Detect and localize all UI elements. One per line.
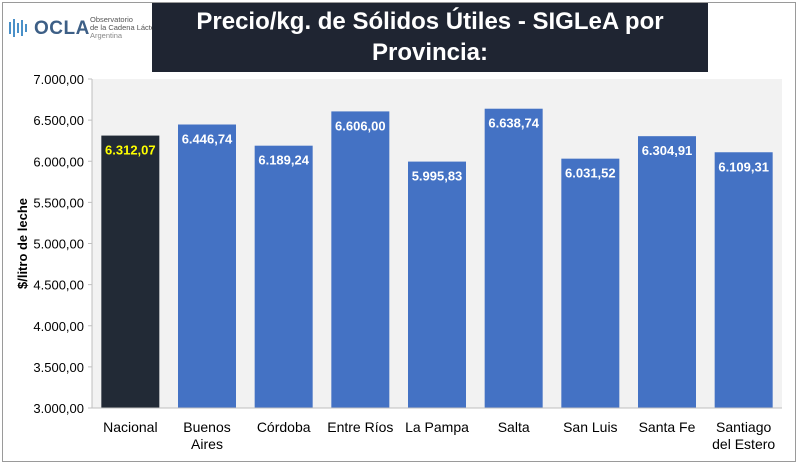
logo-subtitle-line1: Observatorio — [90, 15, 133, 24]
ocla-logo: OCLA Observatorio de la Cadena Láctea Ar… — [8, 12, 159, 52]
y-axis: 3.000,00 3.500,00 4.000,00 4.500,00 5.000,00… — [33, 72, 93, 416]
bar-value-label: 6.312,07 — [105, 143, 156, 158]
y-tick-label: 4.500,00 — [33, 278, 84, 293]
logo-subtitle: Observatorio de la Cadena Láctea Argenti… — [90, 16, 159, 40]
bar-value-label: 6.304,91 — [642, 143, 693, 158]
y-tick-label: 7.000,00 — [33, 72, 84, 87]
x-tick-label: Aires — [191, 436, 223, 452]
chart-frame — [2, 2, 796, 462]
bar-value-label: 6.109,31 — [718, 159, 769, 174]
bar — [254, 145, 313, 409]
x-tick-label: Santiago — [716, 419, 771, 435]
x-tick-label: Córdoba — [257, 419, 311, 435]
bar-value-label: 6.638,74 — [488, 116, 539, 131]
y-tick-label: 6.500,00 — [33, 113, 84, 128]
bar — [714, 152, 773, 408]
bar — [178, 124, 236, 408]
y-tick-label: 3.500,00 — [33, 360, 84, 375]
bar — [561, 158, 620, 408]
chart-title-line1: Precio/kg. de Sólidos Útiles - SIGLeA po… — [196, 8, 664, 66]
x-tick-label: Entre Ríos — [327, 419, 393, 435]
bar — [408, 161, 466, 408]
x-tick-label: Buenos — [183, 419, 230, 435]
bar — [484, 108, 543, 409]
bar-value-label: 6.031,52 — [565, 166, 616, 181]
x-tick-label: Salta — [498, 419, 530, 435]
bar-value-label: 6.189,24 — [258, 153, 309, 168]
bars: 6.312,07 6.446,74 6.189,24 6.606,00 5.995,83… — [101, 108, 773, 409]
bar-value-label: 6.446,74 — [182, 132, 233, 147]
y-axis-label: $/litro de leche — [15, 198, 30, 289]
logo-brand: OCLA — [34, 18, 90, 39]
y-tick-label: 5.500,00 — [33, 195, 84, 210]
y-tick-label: 4.000,00 — [33, 319, 84, 334]
bar — [101, 135, 160, 408]
x-tick-label: La Pampa — [405, 419, 469, 435]
x-tick-label: Santa Fe — [639, 419, 696, 435]
y-tick-label: 6.000,00 — [33, 154, 84, 169]
logo-subtitle-line3: Argentina — [90, 31, 123, 40]
y-tick-label: 3.000,00 — [33, 401, 84, 416]
bar-value-label: 5.995,83 — [412, 169, 463, 184]
x-tick-label: San Luis — [563, 419, 617, 435]
x-tick-label: Nacional — [103, 419, 157, 435]
logo-subtitle-line2: de la Cadena Láctea — [90, 23, 160, 32]
ocla-logo-icon — [9, 19, 27, 37]
bar — [331, 111, 390, 409]
bar-value-label: 6.606,00 — [335, 118, 386, 133]
y-tick-label: 5.000,00 — [33, 237, 84, 252]
bar — [638, 136, 696, 409]
x-tick-label: del Estero — [712, 436, 775, 452]
